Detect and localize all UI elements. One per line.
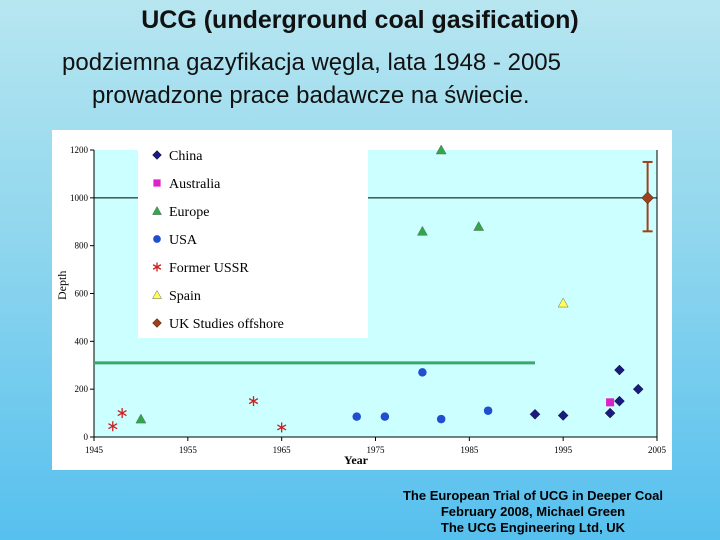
europe-point (416, 225, 428, 236)
subtitle-line-1: podziemna gazyfikacja węgla, lata 1948 -… (62, 49, 561, 76)
legend-marker-europe (152, 205, 162, 215)
x-tick-label: 1955 (179, 445, 198, 455)
china-point (604, 407, 616, 419)
legend-label-australia: Australia (169, 177, 221, 192)
y-axis-label: Depth (55, 271, 69, 300)
legend-marker-spain (152, 289, 162, 299)
former-ussr-point (108, 421, 118, 432)
europe-point (135, 413, 147, 424)
legend-label-europe: Europe (169, 205, 209, 220)
slide-subtitle: podziemna gazyfikacja węgla, lata 1948 -… (62, 46, 662, 112)
x-tick-label: 1995 (554, 445, 573, 455)
x-tick-label: 1965 (273, 445, 292, 455)
source-credit: The European Trial of UCG in Deeper Coal… (378, 488, 688, 536)
y-tick-label: 0 (84, 432, 89, 442)
subtitle-line-2: prowadzone prace badawcze na świecie. (92, 82, 530, 109)
y-tick-label: 200 (75, 384, 89, 394)
legend-label-spain: Spain (169, 289, 201, 304)
source-line-1: The European Trial of UCG in Deeper Coal (402, 488, 664, 503)
y-tick-label: 600 (75, 289, 89, 299)
x-tick-label: 2005 (648, 445, 667, 455)
legend-label-china: China (169, 149, 203, 164)
x-tick-label: 1975 (367, 445, 386, 455)
chart-frame: 1945 1955 1965 1975 1985 1995 2005 0 200 400 600 80… (52, 130, 672, 470)
china-point (614, 395, 625, 407)
china-point (529, 408, 541, 420)
former-ussr-point (117, 408, 127, 419)
legend-label-uk-studies-offshore: UK Studies offshore (169, 317, 284, 332)
europe-point (473, 221, 485, 231)
y-tick-label: 800 (75, 241, 89, 251)
depth-year-chart: 1945 1955 1965 1975 1985 1995 2005 0 200 400 600 80… (55, 144, 667, 467)
china-point (614, 364, 625, 376)
y-tick-label: 1200 (70, 145, 89, 155)
china-point (557, 410, 569, 421)
usa-point (418, 368, 427, 377)
legend: China Australia Europe USA Former USSR Spain U… (138, 148, 368, 338)
x-tick-label: 1985 (460, 445, 479, 455)
spain-point (557, 297, 569, 308)
x-tick-label: 1945 (85, 445, 104, 455)
y-tick-label: 1000 (70, 193, 89, 203)
usa-point (483, 406, 493, 415)
legend-marker-usa (153, 235, 161, 243)
slide-title: UCG (underground coal gasification) (141, 6, 579, 34)
former-ussr-point (276, 422, 287, 433)
usa-point (352, 412, 361, 421)
former-ussr-point (248, 396, 259, 407)
y-tick-label: 400 (75, 336, 89, 346)
source-line-2: February 2008, Michael Green (440, 504, 626, 519)
uk-studies-offshore-point (641, 191, 654, 205)
china-point (632, 383, 644, 395)
usa-point (380, 412, 390, 421)
australia-point (606, 398, 615, 407)
usa-point (436, 414, 446, 424)
legend-marker-uk-studies-offshore (152, 318, 162, 328)
legend-label-former-ussr: Former USSR (169, 261, 249, 276)
legend-marker-former-ussr (152, 262, 162, 272)
legend-marker-china (152, 150, 162, 160)
europe-point (435, 144, 447, 155)
source-line-3: The UCG Engineering Ltd, UK (440, 520, 626, 535)
legend-marker-australia (153, 179, 161, 187)
legend-box (138, 148, 368, 338)
legend-label-usa: USA (169, 233, 198, 248)
x-axis-label: Year (344, 453, 369, 467)
